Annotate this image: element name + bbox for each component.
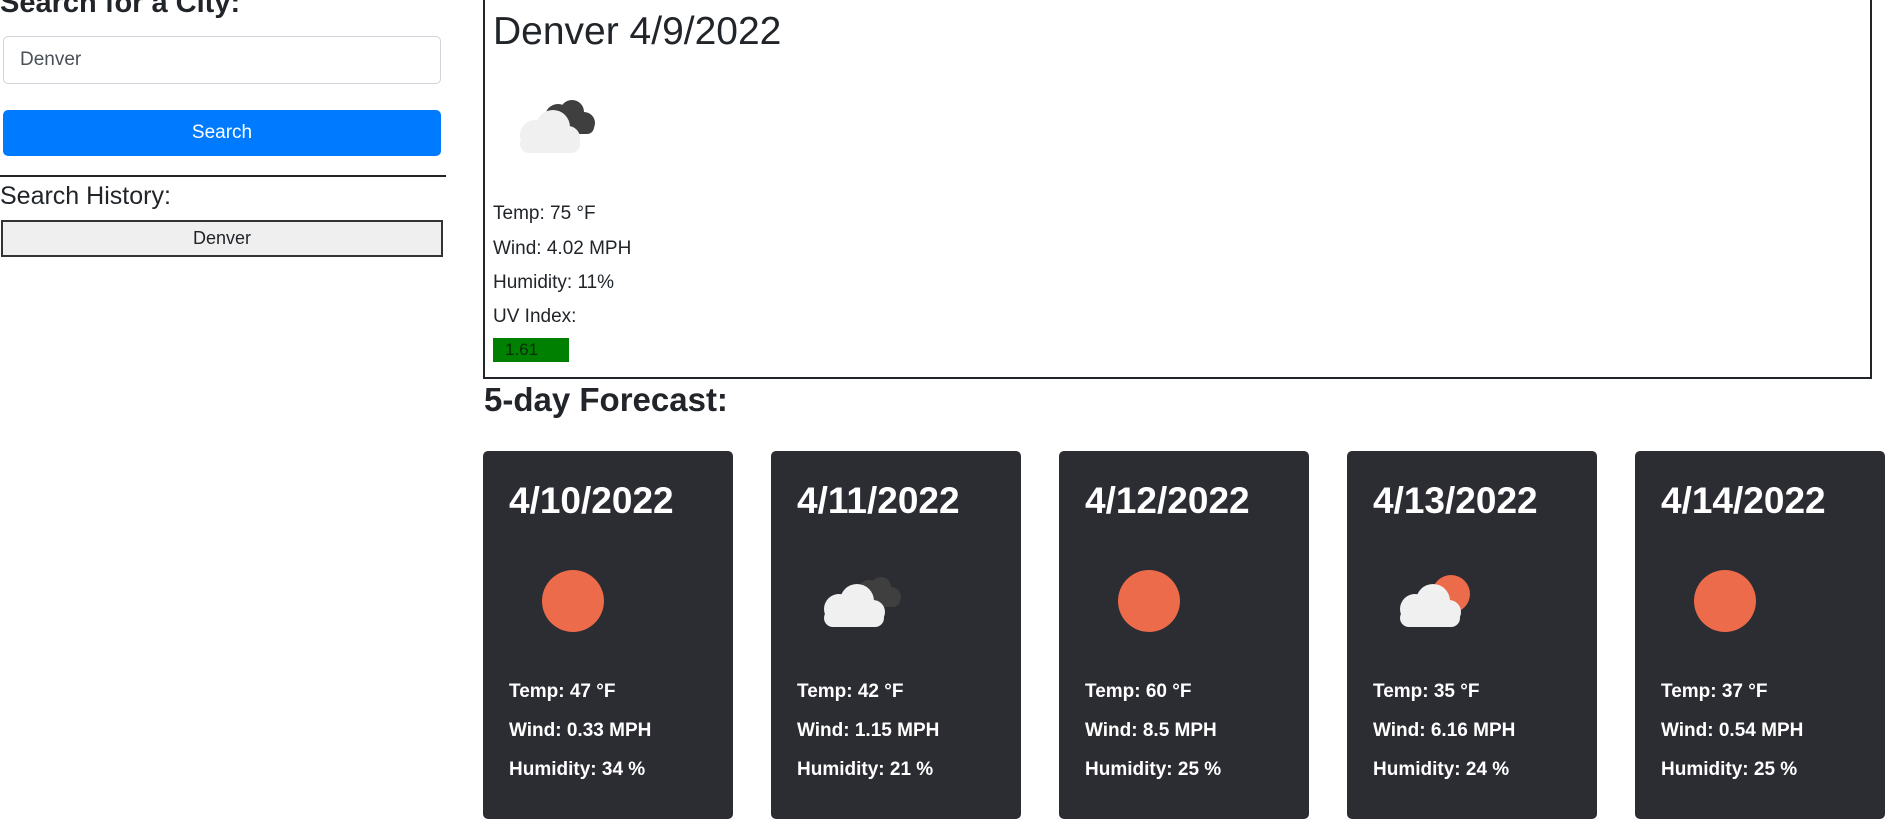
forecast-wind: Wind: 6.16 MPH — [1373, 720, 1516, 741]
forecast-temp: Temp: 47 °F — [509, 681, 616, 702]
uv-index-badge: 1.61 — [493, 338, 569, 362]
forecast-card: 4/14/2022 Temp: 37 °F Wind: 0.54 MPH Hum… — [1635, 451, 1885, 819]
partly-cloudy-icon — [1387, 563, 1483, 638]
current-wind: Wind: 4.02 MPH — [493, 238, 632, 259]
forecast-wind: Wind: 0.33 MPH — [509, 720, 652, 741]
city-search-input[interactable] — [3, 36, 441, 84]
forecast-date: 4/13/2022 — [1373, 480, 1538, 521]
forecast-wind: Wind: 8.5 MPH — [1085, 720, 1217, 741]
forecast-card: 4/11/2022 Temp: 42 °F Wind: 1.15 MPH Hum… — [771, 451, 1021, 819]
forecast-humidity: Humidity: 25 % — [1085, 759, 1222, 780]
sun-icon — [523, 563, 619, 638]
forecast-date: 4/12/2022 — [1085, 480, 1250, 521]
search-heading: Search for a City: — [0, 0, 241, 19]
forecast-temp: Temp: 35 °F — [1373, 681, 1480, 702]
current-weather-panel: Denver 4/9/2022 Temp: 75 °F Wind: 4.02 M… — [483, 0, 1872, 379]
sidebar-divider — [0, 175, 446, 177]
forecast-card: 4/12/2022 Temp: 60 °F Wind: 8.5 MPH Humi… — [1059, 451, 1309, 819]
forecast-date: 4/11/2022 — [797, 480, 960, 521]
search-history-heading: Search History: — [0, 182, 171, 210]
search-button[interactable]: Search — [3, 110, 441, 156]
sun-icon — [1675, 563, 1771, 638]
forecast-humidity: Humidity: 24 % — [1373, 759, 1510, 780]
forecast-date: 4/14/2022 — [1661, 480, 1826, 521]
forecast-humidity: Humidity: 21 % — [797, 759, 934, 780]
forecast-card: 4/13/2022 Temp: 35 °F Wind: 6.16 MPH Hum… — [1347, 451, 1597, 819]
current-temp: Temp: 75 °F — [493, 203, 596, 224]
sun-icon — [1099, 563, 1195, 638]
forecast-date: 4/10/2022 — [509, 480, 674, 521]
forecast-wind: Wind: 1.15 MPH — [797, 720, 940, 741]
forecast-humidity: Humidity: 34 % — [509, 759, 646, 780]
forecast-temp: Temp: 60 °F — [1085, 681, 1192, 702]
history-item-denver[interactable]: Denver — [1, 220, 443, 257]
cloudy-icon — [510, 91, 606, 166]
forecast-temp: Temp: 42 °F — [797, 681, 904, 702]
forecast-wind: Wind: 0.54 MPH — [1661, 720, 1804, 741]
forecast-heading: 5-day Forecast: — [484, 381, 728, 418]
current-humidity: Humidity: 11% — [493, 272, 615, 293]
forecast-temp: Temp: 37 °F — [1661, 681, 1768, 702]
current-city-title: Denver 4/9/2022 — [493, 10, 782, 53]
cloudy-icon — [811, 563, 907, 638]
current-uv-label: UV Index: — [493, 306, 577, 327]
forecast-card: 4/10/2022 Temp: 47 °F Wind: 0.33 MPH Hum… — [483, 451, 733, 819]
forecast-humidity: Humidity: 25 % — [1661, 759, 1798, 780]
